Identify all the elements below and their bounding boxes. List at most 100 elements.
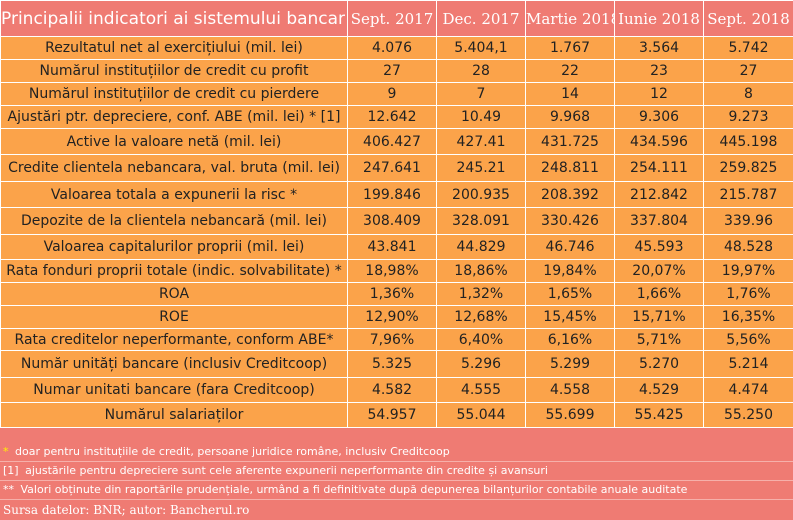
footnotes: * doar pentru instituțiile de credit, pe… (0, 443, 793, 520)
table-cell: 43.841 (347, 234, 437, 260)
row-label: Numărul instituțiilor de credit cu pierd… (0, 82, 348, 106)
table-cell: 45.593 (614, 234, 704, 260)
table-cell: 16,35% (703, 305, 793, 329)
table-cell: 4.558 (525, 377, 615, 403)
table-cell: 9.968 (525, 105, 615, 129)
table-cell: 4.555 (436, 377, 526, 403)
row-label: Rata fonduri proprii totale (indic. solv… (0, 259, 348, 283)
table-cell: 5.404,1 (436, 36, 526, 60)
table-row: Valoarea capitalurilor proprii (mil. lei… (0, 234, 793, 260)
table-cell: 48.528 (703, 234, 793, 260)
table-cell: 3.564 (614, 36, 704, 60)
table-cell: 18,86% (436, 259, 526, 283)
column-header: Sept. 2018 (703, 0, 793, 37)
table-cell: 7 (436, 82, 526, 106)
table-cell: 200.935 (436, 181, 526, 208)
row-label: Rata creditelor neperformante, conform A… (0, 328, 348, 351)
row-label: Rezultatul net al exercițiului (mil. lei… (0, 36, 348, 60)
table-cell: 5.214 (703, 350, 793, 378)
footnote-marker: ** (3, 483, 14, 496)
row-label: Număr unități bancare (inclusiv Creditco… (0, 350, 348, 378)
table-cell: 5.296 (436, 350, 526, 378)
table-cell: 5.742 (703, 36, 793, 60)
table-cell: 5,56% (703, 328, 793, 351)
table-cell: 8 (703, 82, 793, 106)
table-row: Credite clientela nebancara, val. bruta … (0, 154, 793, 182)
table-cell: 208.392 (525, 181, 615, 208)
table-cell: 445.198 (703, 128, 793, 155)
footnote: [1] ajustările pentru depreciere sunt ce… (0, 462, 793, 481)
table-cell: 12,90% (347, 305, 437, 329)
table-cell: 5.325 (347, 350, 437, 378)
table-cell: 6,40% (436, 328, 526, 351)
row-label: Active la valoare netă (mil. lei) (0, 128, 348, 155)
row-label: Numar unitati bancare (fara Creditcoop) (0, 377, 348, 403)
table-row: Active la valoare netă (mil. lei) 406.427… (0, 128, 793, 155)
table-cell: 10.49 (436, 105, 526, 129)
table-cell: 27 (703, 59, 793, 83)
table-row: Rezultatul net al exercițiului (mil. lei… (0, 36, 793, 60)
footnote-text: ajustările pentru depreciere sunt cele a… (25, 464, 548, 477)
table-cell: 14 (525, 82, 615, 106)
table-cell: 55.044 (436, 402, 526, 428)
table-cell: 5,71% (614, 328, 704, 351)
table-cell: 247.641 (347, 154, 437, 182)
table-cell: 1,36% (347, 282, 437, 306)
table-cell: 19,84% (525, 259, 615, 283)
table-cell: 434.596 (614, 128, 704, 155)
table-cell: 20,07% (614, 259, 704, 283)
table-row: Numărul salariaților 54.957 55.044 55.699 55… (0, 402, 793, 428)
indicators-table: Principalii indicatori ai sistemului ban… (0, 0, 793, 428)
table-cell: 431.725 (525, 128, 615, 155)
column-header: Sept. 2017 (347, 0, 437, 37)
footnote-text: doar pentru instituțiile de credit, pers… (15, 445, 450, 458)
table-cell: 15,45% (525, 305, 615, 329)
table-cell: 330.426 (525, 207, 615, 235)
table-cell: 7,96% (347, 328, 437, 351)
table-body: Rezultatul net al exercițiului (mil. lei… (0, 36, 793, 428)
footnote-marker: [1] (3, 464, 19, 477)
table-cell: 215.787 (703, 181, 793, 208)
row-label: Valoarea capitalurilor proprii (mil. lei… (0, 234, 348, 260)
table-row: ROA 1,36% 1,32% 1,65% 1,66% 1,76% (0, 282, 793, 306)
table-cell: 199.846 (347, 181, 437, 208)
table-cell: 9.273 (703, 105, 793, 129)
row-label: Depozite de la clientela nebancară (mil.… (0, 207, 348, 235)
row-label: Numărul salariaților (0, 402, 348, 428)
table-cell: 212.842 (614, 181, 704, 208)
table-cell: 259.825 (703, 154, 793, 182)
row-label: Numărul instituțiilor de credit cu profi… (0, 59, 348, 83)
table-cell: 9 (347, 82, 437, 106)
table-cell: 27 (347, 59, 437, 83)
column-header: Dec. 2017 (436, 0, 526, 37)
table-cell: 23 (614, 59, 704, 83)
table-cell: 22 (525, 59, 615, 83)
table-row: Numărul instituțiilor de credit cu pierd… (0, 82, 793, 106)
table-cell: 339.96 (703, 207, 793, 235)
table-cell: 55.250 (703, 402, 793, 428)
table-cell: 308.409 (347, 207, 437, 235)
table-cell: 12 (614, 82, 704, 106)
table-cell: 1.767 (525, 36, 615, 60)
column-header: Iunie 2018 (614, 0, 704, 37)
source-credit: Sursa datelor: BNR; autor: Bancherul.ro (3, 503, 250, 517)
table-cell: 9.306 (614, 105, 704, 129)
table-cell: 245.21 (436, 154, 526, 182)
table-row: Rata fonduri proprii totale (indic. solv… (0, 259, 793, 283)
table-title: Principalii indicatori ai sistemului ban… (0, 0, 348, 37)
table-cell: 1,66% (614, 282, 704, 306)
table-cell: 1,32% (436, 282, 526, 306)
table-cell: 18,98% (347, 259, 437, 283)
table-row: Ajustări ptr. depreciere, conf. ABE (mil… (0, 105, 793, 129)
table-row: Rata creditelor neperformante, conform A… (0, 328, 793, 351)
table-cell: 55.425 (614, 402, 704, 428)
table-cell: 12.642 (347, 105, 437, 129)
table-row: Numărul instituțiilor de credit cu profi… (0, 59, 793, 83)
row-label: ROE (0, 305, 348, 329)
table-cell: 427.41 (436, 128, 526, 155)
column-header: Martie 2018 (525, 0, 615, 37)
table-cell: 406.427 (347, 128, 437, 155)
row-label: ROA (0, 282, 348, 306)
table-row: Valoarea totala a expunerii la risc * 199… (0, 181, 793, 208)
